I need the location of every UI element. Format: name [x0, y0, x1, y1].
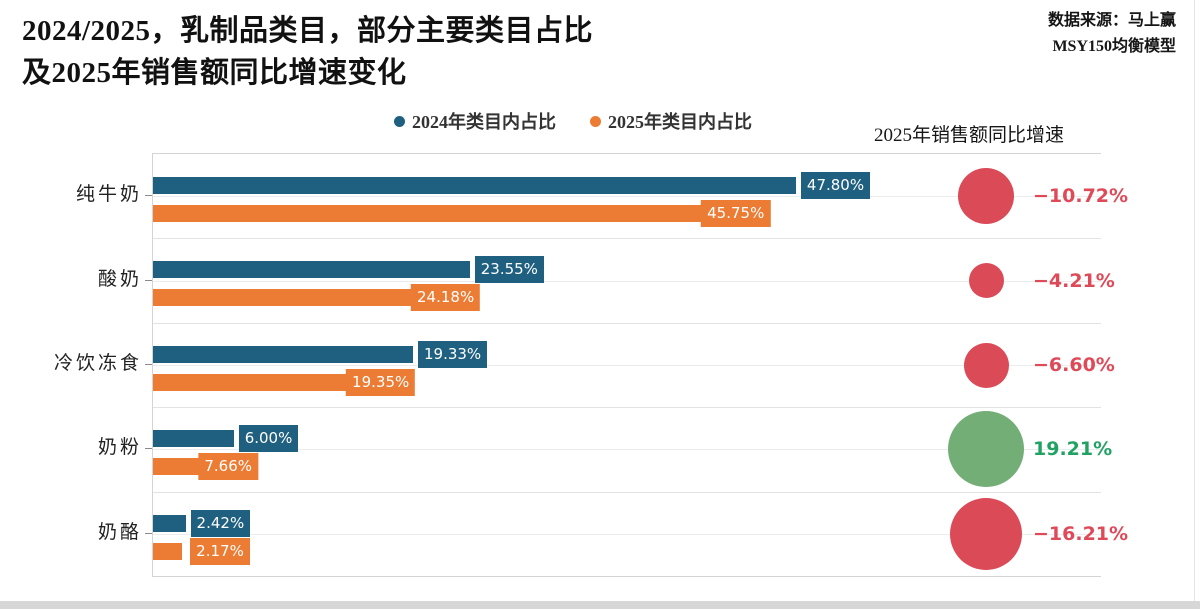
bar-label-2024: 23.55% [474, 256, 544, 284]
bar-label-2025: 7.66% [198, 453, 259, 481]
bar-label-2024: 2.42% [190, 509, 251, 537]
title-line-1: 2024/2025，乳制品类目，部分主要类目占比 [22, 15, 594, 47]
category-axis: 纯牛奶酸奶冷饮冻食奶粉奶酪 [0, 153, 152, 575]
row-center-gridline [153, 280, 1101, 282]
row-center-gridline [153, 365, 1101, 366]
growth-value: −4.21% [1033, 269, 1115, 292]
category-label: 酸奶 [97, 268, 142, 290]
category-tick [145, 532, 152, 534]
bar-2025 [153, 289, 479, 307]
right-edge-divider [1194, 0, 1195, 609]
bar-label-2025: 2.17% [190, 537, 250, 565]
bar-label-2025: 19.35% [346, 368, 416, 396]
bar-label-2025: 45.75% [701, 200, 771, 227]
growth-bubble [958, 168, 1014, 225]
growth-value: −6.60% [1033, 354, 1115, 376]
row-center-gridline [153, 196, 1101, 198]
band-divider-gridline [153, 491, 1101, 493]
category-tick [145, 448, 152, 450]
growth-value: −16.21% [1033, 522, 1129, 545]
bar-2025 [153, 205, 769, 222]
growth-value: −10.72% [1033, 185, 1129, 208]
bar-label-2024: 19.33% [417, 340, 488, 368]
bar-label-2024: 6.00% [238, 425, 299, 453]
band-divider-gridline [153, 238, 1101, 240]
growth-bubble [950, 497, 1022, 570]
category-label: 冷饮冻食 [53, 353, 142, 374]
bar-2024 [153, 177, 796, 194]
band-divider-gridline [153, 322, 1101, 324]
category-tick [145, 195, 152, 197]
growth-bubble [948, 411, 1024, 488]
growth-bubble [968, 263, 1004, 299]
bar-2025 [153, 542, 183, 560]
legend-dot-2024-icon [394, 115, 405, 127]
plot-area: 47.80% 45.75% −10.72% 23.55% 24.18% −4.21% 19.… [152, 153, 1128, 577]
growth-bubble [963, 342, 1009, 388]
band-divider-gridline [153, 407, 1101, 409]
row-center-gridline [153, 449, 1101, 451]
page-title: 2024/2025，乳制品类目，部分主要类目占比 及2025年销售额同比增速变化 [22, 10, 593, 94]
category-tick [145, 279, 152, 281]
legend-dot-2025-icon [590, 115, 601, 127]
bar-label-2025: 24.18% [411, 284, 481, 312]
data-source: 数据来源：马上赢 MSY150均衡模型 [1048, 8, 1176, 60]
growth-axis-title: 2025年销售额同比增速 [874, 125, 1065, 146]
legend-label-2024: 2024年类目内占比 [412, 112, 556, 132]
data-source-line-2: MSY150均衡模型 [1052, 38, 1176, 55]
category-label: 奶粉 [97, 437, 142, 459]
title-line-2: 及2025年销售额同比增速变化 [22, 57, 407, 89]
bar-label-2024: 47.80% [800, 172, 871, 199]
bar-2024 [153, 261, 470, 279]
category-label: 纯牛奶 [75, 184, 142, 206]
bar-2024 [153, 345, 413, 363]
data-source-line-1: 数据来源：马上赢 [1047, 12, 1176, 29]
legend-item-2025: 2025年类目内占比 [590, 108, 752, 134]
legend-label-2025: 2025年类目内占比 [608, 112, 752, 132]
legend-item-2024: 2024年类目内占比 [394, 108, 556, 134]
bottom-strip [0, 601, 1200, 609]
category-label: 奶酪 [97, 521, 142, 543]
category-tick [145, 364, 152, 365]
row-center-gridline [153, 533, 1101, 535]
legend: 2024年类目内占比 2025年类目内占比 [394, 108, 752, 134]
bar-2024 [153, 430, 234, 448]
bar-2024 [153, 514, 186, 532]
growth-value: 19.21% [1033, 438, 1113, 461]
